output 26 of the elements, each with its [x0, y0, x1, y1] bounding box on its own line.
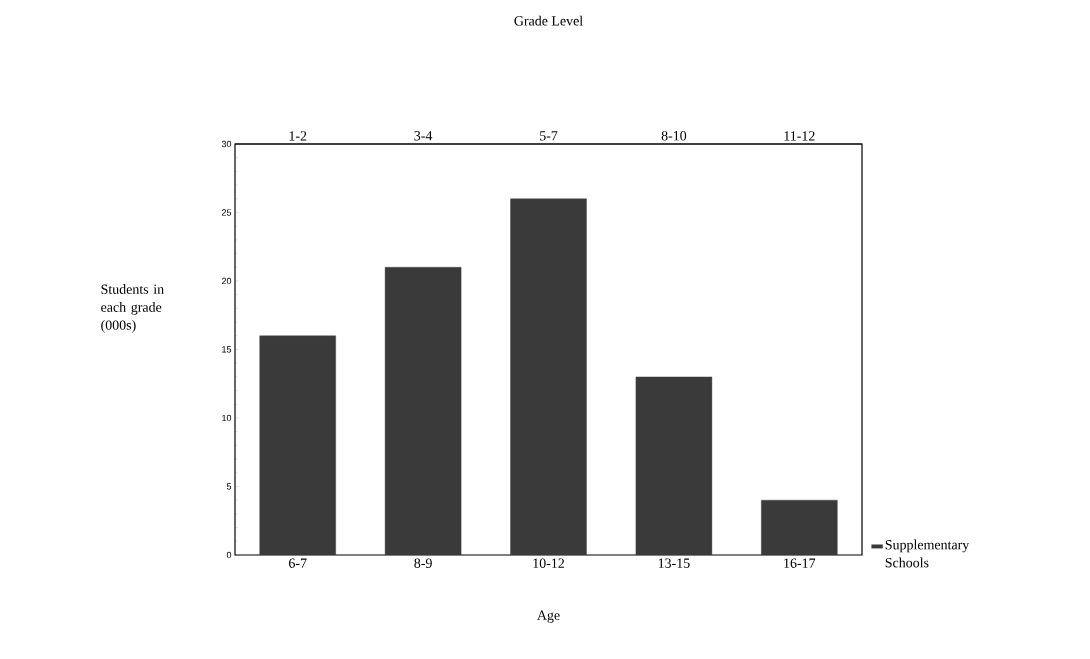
y-tick-label: 5: [226, 483, 232, 490]
x-tick-label: 16-17: [784, 558, 816, 568]
x-tick-label: 8-9: [414, 558, 432, 568]
y-axis-title: Students in each grade (000s): [101, 284, 164, 333]
x-tick-label: 13-15: [658, 558, 690, 568]
y-tick-label: 0: [226, 551, 232, 559]
y-tick-label: 20: [221, 277, 232, 285]
bar: [510, 198, 587, 555]
text: 3-4: [414, 131, 433, 141]
text: 8-10: [661, 131, 687, 141]
y-tick-label: 30: [221, 140, 232, 148]
y-tick-label: 25: [221, 209, 232, 216]
text: 11-12: [784, 131, 815, 141]
x-axis-title: Age: [537, 610, 560, 623]
x-tick-label: 10-12: [533, 558, 565, 568]
y-tick-label: 15: [222, 346, 232, 353]
bar: [761, 499, 838, 555]
bar: [259, 335, 336, 555]
text: 5-7: [540, 131, 558, 141]
x2-axis-title: Grade Level: [514, 15, 583, 26]
legend-label: Supplementary Schools: [885, 539, 970, 568]
x-tick-label: 6-7: [289, 558, 307, 568]
bar: [635, 376, 713, 555]
y-tick-label: 10: [222, 414, 232, 422]
bar: [384, 267, 462, 555]
text: 1-2: [289, 131, 307, 141]
